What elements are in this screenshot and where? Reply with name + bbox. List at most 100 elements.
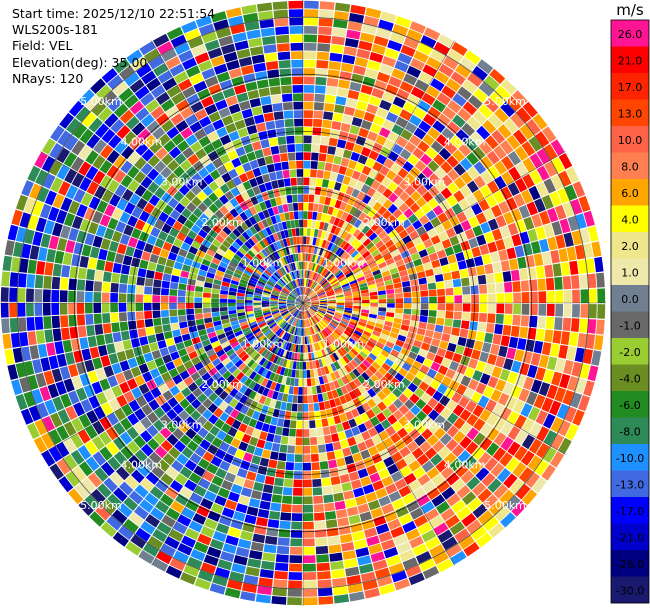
velocity-gate — [303, 261, 306, 270]
velocity-gate — [140, 520, 156, 535]
velocity-gate — [252, 271, 261, 278]
velocity-gate — [168, 146, 182, 159]
velocity-gate — [229, 287, 238, 293]
velocity-gate — [332, 282, 340, 288]
velocity-gate — [56, 164, 70, 180]
velocity-gate — [19, 377, 31, 393]
velocity-gate — [204, 103, 218, 116]
velocity-gate — [51, 368, 63, 383]
velocity-gate — [249, 337, 258, 345]
velocity-gate — [59, 290, 68, 303]
velocity-gate — [385, 257, 395, 266]
velocity-gate — [328, 299, 336, 302]
velocity-gate — [155, 479, 169, 493]
velocity-gate — [308, 262, 312, 271]
velocity-gate — [327, 145, 337, 155]
velocity-gate — [330, 234, 338, 244]
field-label: Field: VEL — [12, 38, 73, 54]
velocity-gate — [189, 452, 202, 465]
velocity-gate — [275, 270, 282, 278]
velocity-gate — [98, 431, 112, 446]
velocity-gate — [2, 255, 13, 272]
velocity-gate — [268, 77, 281, 87]
velocity-gate — [99, 446, 113, 461]
velocity-gate — [272, 233, 279, 242]
velocity-gate — [63, 421, 77, 437]
velocity-gate — [137, 328, 147, 338]
velocity-gate — [304, 42, 317, 51]
velocity-gate — [353, 253, 362, 261]
velocity-gate — [244, 377, 253, 387]
velocity-gate — [253, 255, 262, 264]
velocity-gate — [295, 303, 303, 305]
velocity-gate — [395, 298, 404, 303]
velocity-gate — [242, 180, 252, 191]
velocity-gate — [273, 286, 282, 292]
velocity-gate — [365, 157, 376, 169]
velocity-gate — [176, 214, 188, 225]
velocity-gate — [128, 320, 137, 330]
velocity-gate — [231, 76, 245, 87]
velocity-gate — [213, 63, 228, 75]
velocity-gate — [520, 280, 530, 292]
velocity-gate — [401, 219, 412, 229]
velocity-gate — [253, 114, 265, 124]
velocity-gate — [160, 295, 169, 303]
velocity-gate — [434, 167, 447, 180]
velocity-gate — [283, 178, 291, 187]
velocity-gate — [146, 234, 157, 246]
velocity-gate — [325, 288, 334, 293]
velocity-gate — [127, 284, 136, 294]
velocity-gate — [575, 213, 587, 229]
velocity-gate — [230, 378, 240, 388]
velocity-gate — [378, 261, 387, 269]
velocity-gate — [92, 155, 106, 170]
velocity-gate — [179, 486, 193, 499]
velocity-gate — [211, 288, 220, 294]
velocity-gate — [244, 345, 253, 353]
velocity-gate — [327, 297, 336, 301]
velocity-gate — [216, 248, 226, 257]
velocity-gate — [223, 273, 233, 280]
velocity-gate — [72, 123, 88, 139]
velocity-gate — [244, 116, 256, 127]
velocity-gate — [229, 317, 238, 323]
velocity-gate — [113, 103, 129, 118]
velocity-gate — [269, 225, 276, 234]
velocity-gate — [343, 287, 352, 293]
velocity-gate — [103, 388, 116, 402]
velocity-gate — [228, 299, 236, 303]
velocity-gate — [176, 231, 187, 242]
velocity-gate — [313, 229, 319, 238]
velocity-gate — [308, 290, 314, 297]
velocity-gate — [286, 315, 293, 322]
velocity-gate — [188, 350, 198, 360]
velocity-gate — [291, 291, 298, 298]
velocity-gate — [52, 222, 63, 237]
velocity-gate — [267, 129, 277, 139]
velocity-gate — [502, 271, 512, 282]
velocity-gate — [326, 251, 333, 260]
velocity-gate — [391, 272, 400, 280]
velocity-gate — [304, 278, 307, 287]
velocity-gate — [432, 120, 446, 133]
velocity-gate — [87, 335, 98, 348]
velocity-gate — [257, 211, 266, 221]
velocity-gate — [303, 177, 310, 186]
velocity-gate — [594, 256, 604, 273]
velocity-gate — [290, 292, 297, 298]
velocity-gate — [273, 111, 284, 120]
velocity-gate — [335, 147, 345, 157]
velocity-gate — [320, 187, 328, 196]
velocity-gate — [290, 263, 295, 271]
velocity-gate — [293, 211, 299, 220]
velocity-gate — [364, 272, 373, 279]
velocity-gate — [288, 272, 293, 281]
velocity-gate — [378, 298, 387, 303]
velocity-gate — [244, 241, 253, 250]
velocity-gate — [169, 385, 181, 397]
velocity-gate — [211, 293, 220, 299]
velocity-gate — [256, 79, 269, 89]
velocity-gate — [136, 276, 146, 286]
velocity-gate — [85, 456, 100, 472]
